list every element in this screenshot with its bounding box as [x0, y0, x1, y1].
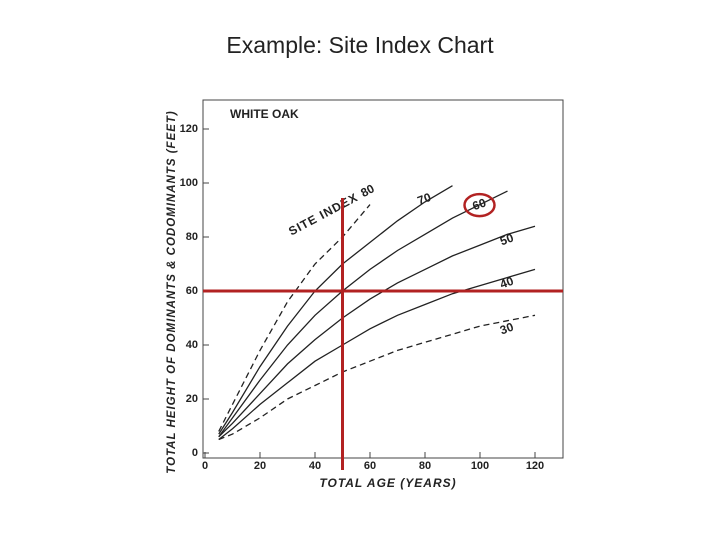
highlight-circle — [463, 192, 496, 218]
x-tick-label: 40 — [309, 460, 321, 472]
curve-label: 30 — [498, 320, 516, 338]
curve — [218, 185, 453, 435]
x-tick-label: 60 — [364, 460, 376, 472]
curve — [218, 268, 536, 441]
y-tick-label: 120 — [180, 123, 198, 135]
site-index-prefix: SITE INDEX — [286, 190, 360, 238]
x-axis-label: TOTAL AGE (YEARS) — [319, 476, 456, 490]
x-tick-label: 80 — [419, 460, 431, 472]
curve-label: 50 — [498, 230, 516, 248]
curve — [218, 190, 508, 438]
y-tick-label: 0 — [192, 447, 198, 459]
y-tick-label: 100 — [180, 177, 198, 189]
y-tick-label: 40 — [186, 339, 198, 351]
curve — [218, 314, 536, 441]
y-tick-label: 80 — [186, 231, 198, 243]
y-axis-label: TOTAL HEIGHT OF DOMINANTS & CODOMINANTS … — [166, 110, 178, 474]
curve — [218, 225, 536, 438]
curve-label: 80 — [358, 181, 377, 200]
x-tick-label: 20 — [254, 460, 266, 472]
curve-label: 60 — [471, 195, 489, 213]
x-tick-label: 100 — [471, 460, 489, 472]
curve-label: 40 — [498, 274, 516, 292]
curve-label: 70 — [416, 190, 434, 208]
y-tick-label: 20 — [186, 393, 198, 405]
slide-title: Example: Site Index Chart — [226, 32, 494, 58]
plot-frame — [202, 99, 564, 459]
x-tick-label: 0 — [202, 460, 208, 472]
chart-subtitle: WHITE OAK — [230, 107, 299, 121]
x-tick-label: 120 — [526, 460, 544, 472]
y-tick-label: 60 — [186, 285, 198, 297]
